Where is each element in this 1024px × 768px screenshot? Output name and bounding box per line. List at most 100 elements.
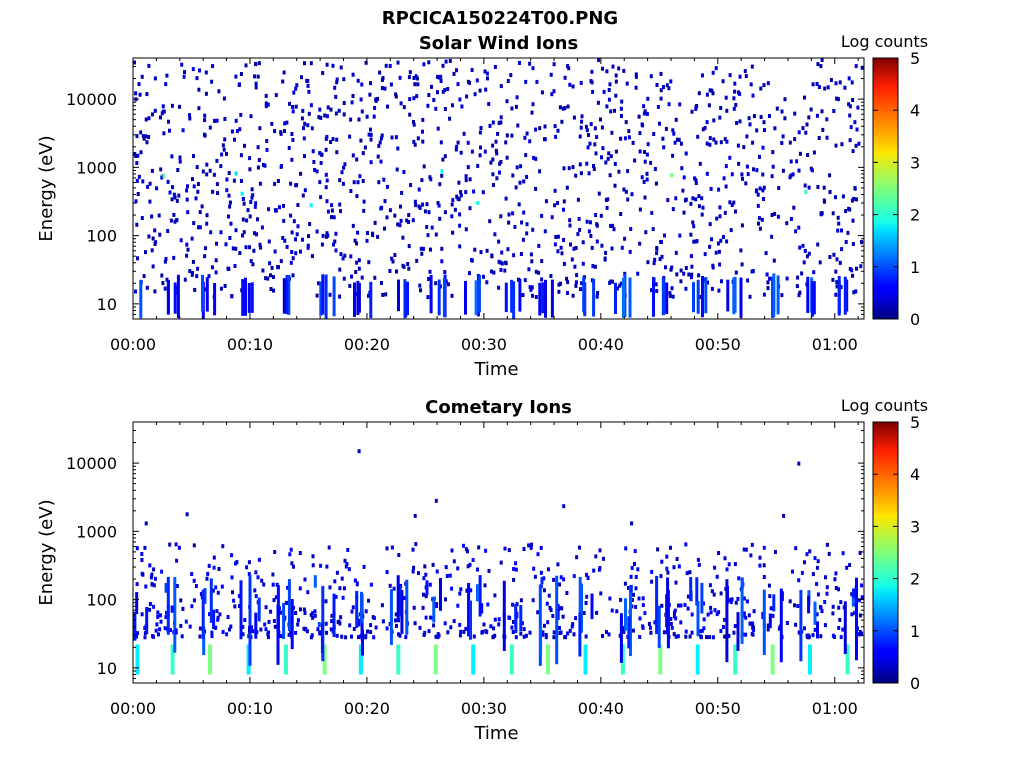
heatmap-cell <box>269 609 273 614</box>
heatmap-cell <box>785 221 789 226</box>
heatmap-cell <box>615 609 619 614</box>
heatmap-cell <box>247 560 251 565</box>
heatmap-cell <box>320 152 324 157</box>
heatmap-cell <box>816 185 820 189</box>
heatmap-cell <box>610 130 614 135</box>
heatmap-cell <box>757 216 761 221</box>
heatmap-cell <box>334 594 338 599</box>
heatmap-cell <box>398 75 402 80</box>
heatmap-cell <box>157 632 160 637</box>
heatmap-cell <box>542 576 546 581</box>
panel-title: Solar Wind Ions <box>419 33 578 54</box>
heatmap-cell <box>714 250 718 255</box>
heatmap-cell <box>674 196 678 201</box>
x-tick-label: 00:50 <box>695 699 741 718</box>
heatmap-cell <box>290 132 294 136</box>
heatmap-cell <box>280 164 283 169</box>
heatmap-cell <box>719 238 723 243</box>
heatmap-cell <box>289 547 293 552</box>
heatmap-cell <box>531 598 535 603</box>
heatmap-cell <box>268 261 272 266</box>
heatmap-cell <box>158 232 162 237</box>
heatmap-cell <box>835 284 839 289</box>
heatmap-cell <box>315 293 319 298</box>
heatmap-cell <box>444 597 447 602</box>
heatmap-cell <box>294 104 298 109</box>
heatmap-cell <box>812 270 816 275</box>
heatmap-cell <box>233 264 237 268</box>
heatmap-cell <box>263 163 267 168</box>
heatmap-cell <box>803 183 807 188</box>
heatmap-cell <box>732 277 736 315</box>
heatmap-cell <box>147 116 151 121</box>
heatmap-cell <box>210 630 214 635</box>
heatmap-cell <box>373 275 377 280</box>
heatmap-cell <box>208 125 212 130</box>
heatmap-cell <box>485 71 489 76</box>
heatmap-cell <box>138 92 142 97</box>
heatmap-cell <box>371 231 374 236</box>
heatmap-cell <box>768 114 771 118</box>
heatmap-cell <box>624 598 627 631</box>
heatmap-cell <box>750 542 754 547</box>
heatmap-cell <box>306 243 310 248</box>
heatmap-cell <box>227 193 231 198</box>
heatmap-cell <box>848 138 852 143</box>
heatmap-cell <box>808 644 812 675</box>
heatmap-cell <box>612 227 616 232</box>
heatmap-cell <box>313 575 317 588</box>
heatmap-cell <box>809 107 813 112</box>
heatmap-cell <box>309 61 313 66</box>
heatmap-cell <box>579 80 583 85</box>
heatmap-cell <box>806 153 810 157</box>
colorbar-tick-label: 4 <box>910 465 920 484</box>
heatmap-cell <box>629 584 633 593</box>
heatmap-cell <box>692 282 695 313</box>
heatmap-cell <box>218 612 222 617</box>
heatmap-cell <box>562 577 566 582</box>
heatmap-cell <box>799 589 803 662</box>
heatmap-cell <box>669 545 672 550</box>
heatmap-cell <box>325 234 328 239</box>
heatmap-cell <box>381 292 385 297</box>
heatmap-cell <box>660 254 664 259</box>
heatmap-cell <box>662 630 666 635</box>
heatmap-cell <box>393 213 397 218</box>
colorbar-tick-label: 3 <box>910 153 920 172</box>
y-tick-label: 1000 <box>76 522 117 541</box>
heatmap-cell <box>409 183 413 187</box>
heatmap-cell <box>464 174 468 179</box>
heatmap-cell <box>311 615 315 620</box>
heatmap-cell <box>201 589 205 640</box>
heatmap-cell <box>326 209 330 214</box>
heatmap-cell <box>421 605 425 610</box>
heatmap-cell <box>478 88 482 93</box>
heatmap-cell <box>172 255 176 260</box>
heatmap-cell <box>291 137 295 142</box>
heatmap-cell <box>301 237 304 242</box>
heatmap-cell <box>708 136 712 141</box>
heatmap-cell <box>448 58 452 63</box>
heatmap-cell <box>691 220 695 225</box>
heatmap-cell <box>273 624 277 629</box>
heatmap-cell <box>748 621 752 626</box>
heatmap-cell <box>700 628 704 633</box>
heatmap-cell <box>291 273 295 278</box>
heatmap-cell <box>388 64 392 68</box>
heatmap-cell <box>630 521 634 526</box>
heatmap-cell <box>413 513 417 518</box>
heatmap-cell <box>803 560 806 565</box>
heatmap-cell <box>399 101 403 106</box>
heatmap-cell <box>413 82 417 87</box>
heatmap-cell <box>210 634 214 639</box>
heatmap-cell <box>736 596 740 601</box>
heatmap-cell <box>388 269 392 273</box>
heatmap-cell <box>440 173 444 178</box>
heatmap-cell <box>820 109 824 114</box>
heatmap-cell <box>767 583 771 588</box>
heatmap-cell <box>493 232 497 237</box>
heatmap-cell <box>443 210 447 215</box>
heatmap-cell <box>540 213 544 218</box>
heatmap-cell <box>234 171 238 176</box>
heatmap-cell <box>581 261 585 266</box>
